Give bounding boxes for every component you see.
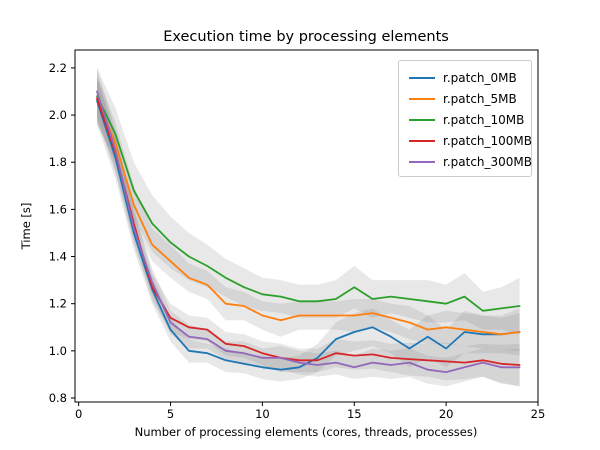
chart-title: Execution time by processing elements: [163, 29, 449, 45]
y-tick-label: 2.0: [49, 108, 67, 122]
y-tick-label: 0.8: [49, 391, 67, 405]
legend-line-swatch: [409, 118, 435, 121]
x-tick-label: 15: [347, 407, 362, 421]
axes-frame: 0 5 10 15 20 25 0.8 1.0 1.2 1.4 1.6 1.8 2.0 2.2: [49, 49, 546, 421]
y-tick-label: 2.2: [49, 61, 67, 75]
legend-label: r.patch_10MB: [443, 112, 525, 127]
y-tick-label: 1.0: [49, 344, 67, 358]
line-r.patch_0MB: [96, 100, 521, 371]
band-r.patch_300MB: [97, 67, 520, 387]
legend-line-swatch: [409, 139, 435, 142]
band-r.patch_100MB: [97, 77, 520, 387]
legend-line-swatch: [409, 76, 435, 79]
legend-line-swatch: [409, 160, 435, 163]
line-r.patch_100MB: [96, 97, 521, 366]
legend-label: r.patch_300MB: [443, 154, 533, 169]
x-axis-label: Number of processing elements (cores, th…: [135, 425, 478, 439]
legend-entry: r.patch_10MB: [409, 110, 525, 130]
x-tick-label: 25: [531, 407, 546, 421]
plot-border: [74, 49, 539, 403]
data-lines: [96, 90, 521, 373]
legend-entry: r.patch_100MB: [409, 131, 532, 151]
x-tick-label: 20: [439, 407, 454, 421]
chart-legend: r.patch_0MB r.patch_5MB r.patch_10MB r.patc…: [398, 60, 532, 177]
legend-line-swatch: [409, 97, 435, 100]
legend-entry: r.patch_5MB: [409, 89, 523, 109]
y-tick-label: 1.2: [49, 297, 67, 311]
line-r.patch_300MB: [96, 90, 521, 373]
band-r.patch_5MB: [97, 75, 520, 351]
band-r.patch_0MB: [97, 77, 520, 382]
x-tick-label: 10: [255, 407, 270, 421]
legend-entry: r.patch_0MB: [409, 68, 523, 88]
y-tick-label: 1.4: [49, 250, 67, 264]
y-tick-label: 1.6: [49, 202, 67, 216]
line-r.patch_5MB: [96, 97, 521, 336]
band-r.patch_10MB: [97, 67, 520, 335]
y-tick-label: 1.8: [49, 155, 67, 169]
legend-label: r.patch_100MB: [443, 133, 533, 148]
legend-entry: r.patch_300MB: [409, 152, 532, 172]
x-tick-label: 5: [167, 407, 174, 421]
legend-label: r.patch_0MB: [443, 70, 517, 85]
y-axis-label: Time [s]: [19, 203, 33, 251]
confidence-bands: [97, 67, 520, 387]
legend-label: r.patch_5MB: [443, 91, 517, 106]
line-r.patch_10MB: [96, 95, 521, 312]
x-tick-label: 0: [75, 407, 82, 421]
